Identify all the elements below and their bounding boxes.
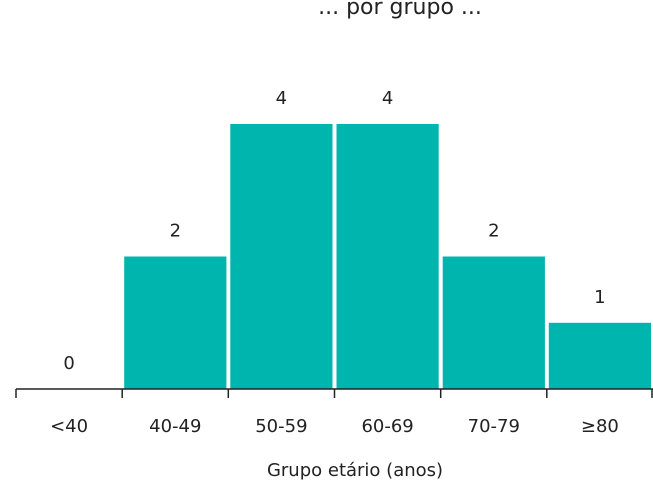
- data-label-5: 2: [488, 221, 499, 242]
- x-ticks-group: [15, 389, 653, 398]
- data-label-1: 0: [63, 353, 74, 374]
- x-tick-label-1: <40: [50, 416, 88, 437]
- x-tick-label-4: 60-69: [361, 416, 413, 437]
- x-tick-label-3: 50-59: [255, 416, 307, 437]
- x-tick-label-6: ≥80: [581, 416, 619, 437]
- x-tick-labels-group: <40 40-49 50-59 60-69 70-79 ≥80: [50, 416, 619, 437]
- x-tick-label-5: 70-79: [468, 416, 520, 437]
- bar-2: [124, 256, 227, 389]
- bar-5: [442, 256, 545, 389]
- bar-3: [230, 124, 333, 389]
- x-axis-title: Grupo etário (anos): [267, 460, 443, 481]
- data-label-6: 1: [594, 287, 605, 308]
- data-label-4: 4: [382, 88, 393, 109]
- data-labels-group: 0 2 4 4 2 1: [63, 88, 605, 374]
- data-label-2: 2: [170, 221, 181, 242]
- bars-group: [124, 124, 651, 390]
- bar-4: [336, 124, 439, 389]
- bar-6: [548, 322, 651, 390]
- chart-title: ... por grupo ...: [318, 0, 482, 20]
- x-tick-label-2: 40-49: [149, 416, 201, 437]
- data-label-3: 4: [276, 88, 287, 109]
